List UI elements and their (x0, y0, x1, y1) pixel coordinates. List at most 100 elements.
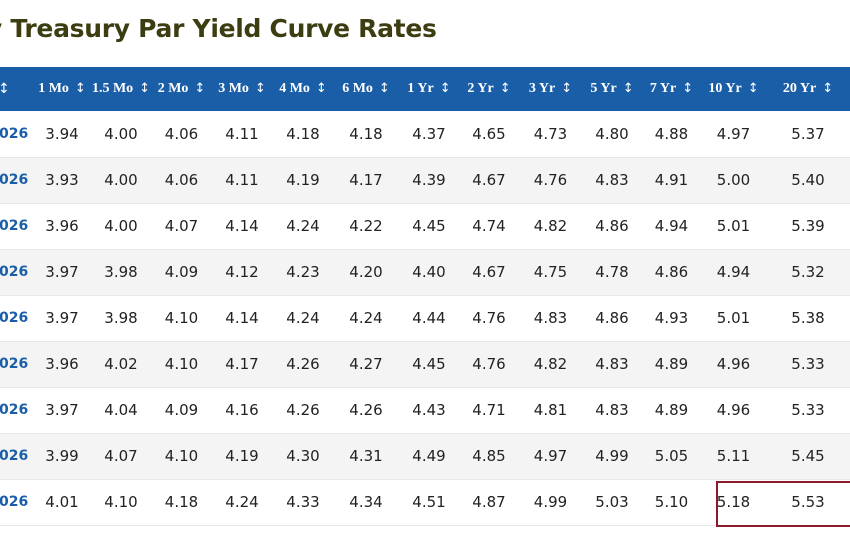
rate-cell: 4.26 (286, 401, 320, 419)
rate-cell: 4.00 (104, 171, 138, 189)
rate-cell: 4.40 (412, 263, 446, 281)
date-cell[interactable]: 026 (0, 387, 34, 433)
date-cell[interactable]: 026 (0, 203, 34, 249)
rate-cell: 4.07 (164, 217, 199, 235)
rate-cell: 4.43 (412, 401, 446, 419)
rate-cell: 4.26 (349, 401, 383, 419)
rate-cell: 4.82 (533, 355, 568, 373)
table-row: 026 3.97 3.98 4.09 4.12 4.23 4.20 4.40 4.67 4.75 4… (0, 249, 850, 295)
rate-cell: 4.67 (472, 263, 506, 281)
rate-cell: 4.97 (533, 447, 568, 465)
rate-cell: 4.39 (412, 171, 446, 189)
rate-cell: 4.14 (225, 309, 259, 327)
date-cell[interactable]: 026 (0, 295, 34, 341)
column-header-3-yr[interactable]: 3 Yr ↕ (519, 67, 582, 111)
rate-cell: 5.39 (791, 217, 825, 235)
rate-cell: 3.93 (45, 171, 79, 189)
sort-icon: ↕ (822, 81, 834, 96)
rate-cell: 4.27 (349, 355, 383, 373)
date-link[interactable]: 026 (0, 448, 29, 464)
sort-icon: ↕ (747, 81, 759, 96)
rate-cell: 4.71 (472, 401, 506, 419)
column-header-5-yr[interactable]: 5 Yr ↕ (582, 67, 642, 111)
column-header-2-yr[interactable]: 2 Yr ↕ (459, 67, 519, 111)
rate-cell: 4.44 (412, 309, 446, 327)
column-header-label: 1 Yr (407, 81, 434, 96)
rate-cell: 5.53 (791, 493, 825, 511)
table-row: 026 3.97 3.98 4.10 4.14 4.24 4.24 4.44 4.76 4.83 4… (0, 295, 850, 341)
column-header-label: 3 Mo (218, 81, 249, 96)
column-header-label: 7 Yr (649, 81, 677, 96)
rate-cell: 3.97 (45, 401, 79, 419)
date-link[interactable]: 026 (0, 356, 29, 372)
rate-cell: 4.24 (286, 309, 320, 327)
column-header-1-mo[interactable]: 1 Mo ↕ (34, 67, 90, 111)
rate-cell: 4.83 (595, 355, 629, 373)
column-header-label: 3 Yr (528, 81, 556, 96)
column-header-label: 1 Mo (38, 81, 69, 96)
column-header-label: 2 Yr (467, 81, 494, 96)
rate-cell: 4.19 (286, 171, 320, 189)
column-header-6-mo[interactable]: 6 Mo ↕ (333, 67, 399, 111)
date-link[interactable]: 026 (0, 402, 29, 418)
column-header-3-mo[interactable]: 3 Mo ↕ (211, 67, 273, 111)
rate-cell: 5.33 (791, 401, 825, 419)
rate-cell: 4.37 (412, 124, 446, 143)
table-row: 026 3.99 4.07 4.10 4.19 4.30 4.31 4.49 4.85 4.97 4… (0, 433, 850, 479)
date-cell[interactable]: 026 (0, 111, 34, 157)
column-header-label: 10 Yr (708, 81, 742, 96)
date-link[interactable]: 026 (0, 172, 29, 188)
rate-cell: 4.23 (286, 263, 320, 281)
rate-cell: 5.01 (716, 217, 751, 235)
column-header-20-yr[interactable]: 20 Yr ↕ (766, 67, 850, 111)
rate-cell: 4.81 (533, 401, 568, 419)
rate-cell: 3.98 (104, 309, 138, 327)
column-header-1-yr[interactable]: 1 Yr ↕ (399, 67, 459, 111)
rate-cell: 4.86 (595, 309, 629, 327)
column-header-1-5-mo[interactable]: 1.5 Mo ↕ (90, 67, 152, 111)
date-sort-header[interactable]: ↕ (0, 67, 34, 111)
date-cell[interactable]: 026 (0, 433, 34, 479)
date-link[interactable]: 026 (0, 310, 29, 326)
date-link[interactable]: 026 (0, 218, 29, 234)
table-row: 026 3.97 4.04 4.09 4.16 4.26 4.26 4.43 4.71 4.81 4… (0, 387, 850, 433)
sort-icon: ↕ (74, 81, 86, 96)
sort-icon: ↕ (0, 80, 10, 97)
column-header-10-yr[interactable]: 10 Yr ↕ (701, 67, 766, 111)
sort-icon: ↕ (561, 81, 573, 96)
table-row: 026 3.96 4.02 4.10 4.17 4.26 4.27 4.45 4.76 4.82 4… (0, 341, 850, 387)
column-header-label: 1.5 Mo (91, 81, 134, 96)
date-link[interactable]: 026 (0, 494, 29, 510)
column-header-label: 20 Yr (782, 81, 817, 96)
rate-cell: 4.83 (595, 401, 629, 419)
rate-cell: 4.82 (533, 217, 568, 235)
rate-cell: 3.97 (45, 263, 79, 281)
rate-cell: 5.18 (716, 493, 751, 511)
rate-cell: 4.17 (349, 171, 383, 189)
yield-table-container: ↕ 1 Mo ↕ 1.5 Mo ↕ 2 Mo ↕ 3 Mo ↕ 4 Mo ↕ 6 Mo ↕ 1 Yr ↕ 2 … (0, 67, 850, 526)
rate-cell: 4.45 (412, 217, 446, 235)
rate-cell: 4.10 (164, 447, 199, 465)
rate-cell: 5.05 (654, 447, 689, 465)
rate-cell: 4.76 (472, 309, 506, 327)
column-header-4-mo[interactable]: 4 Mo ↕ (273, 67, 333, 111)
date-link[interactable]: 026 (0, 125, 29, 142)
date-link[interactable]: 026 (0, 264, 29, 280)
date-cell[interactable]: 026 (0, 341, 34, 387)
rate-cell: 4.11 (225, 124, 259, 143)
rate-cell: 4.97 (716, 124, 751, 143)
date-cell[interactable]: 026 (0, 249, 34, 295)
column-header-7-yr[interactable]: 7 Yr ↕ (642, 67, 701, 111)
table-row: 026 3.96 4.00 4.07 4.14 4.24 4.22 4.45 4.74 4.82 4… (0, 203, 850, 249)
yield-table: ↕ 1 Mo ↕ 1.5 Mo ↕ 2 Mo ↕ 3 Mo ↕ 4 Mo ↕ 6 Mo ↕ 1 Yr ↕ 2 … (0, 67, 850, 526)
column-header-label: 5 Yr (590, 81, 617, 96)
rate-cell: 4.83 (533, 309, 568, 327)
date-cell[interactable]: 026 (0, 157, 34, 203)
date-cell[interactable]: 026 (0, 479, 34, 525)
rate-cell: 4.12 (225, 263, 259, 281)
rate-cell: 4.93 (654, 309, 689, 327)
column-header-2-mo[interactable]: 2 Mo ↕ (152, 67, 211, 111)
sort-icon: ↕ (499, 81, 511, 96)
rate-cell: 4.26 (286, 355, 320, 373)
rate-cell: 3.97 (45, 309, 79, 327)
